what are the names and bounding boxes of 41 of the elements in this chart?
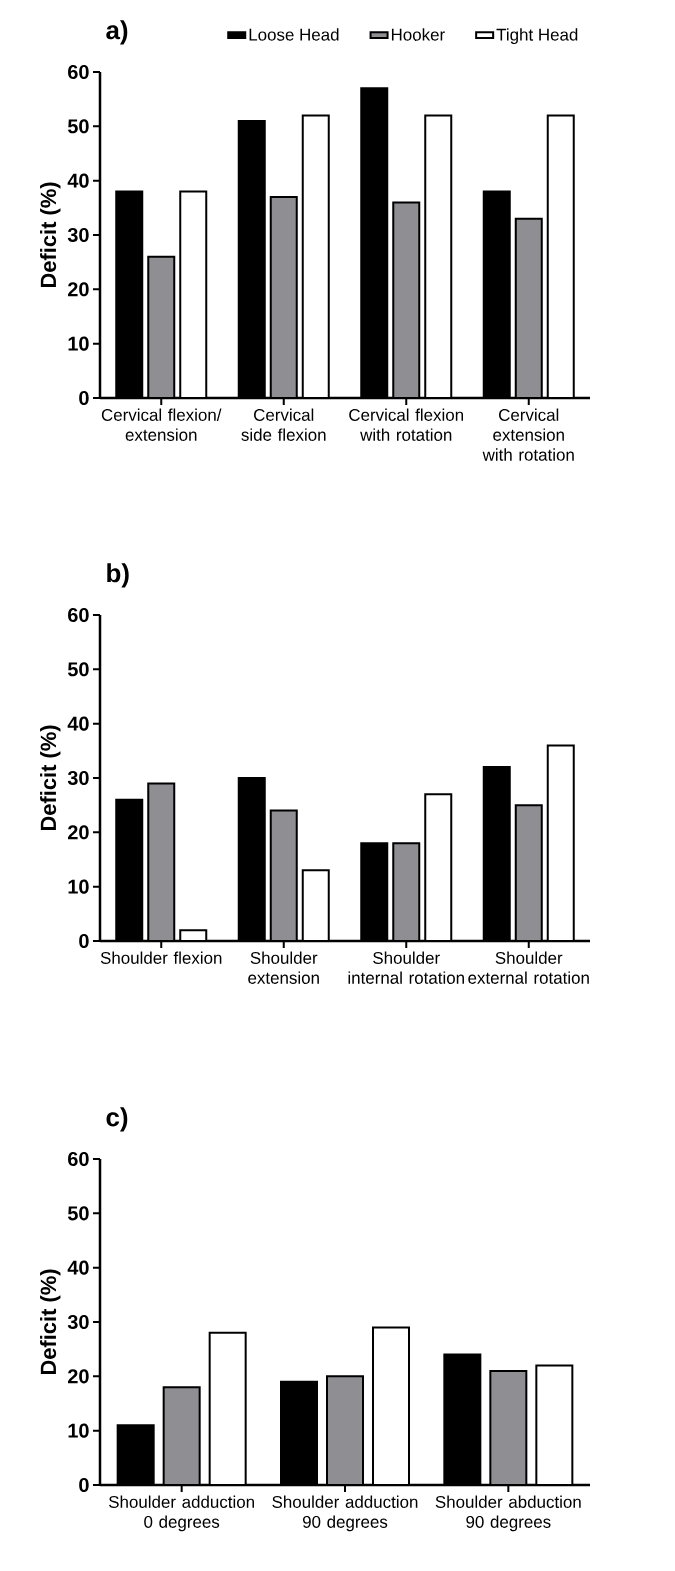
x-tick-label: Shoulder adduction 90 degrees	[272, 1495, 418, 1532]
y-tick-label: 50	[67, 119, 89, 134]
y-tick-label: 20	[68, 825, 89, 840]
x-tick-label: Cervical side flexion	[241, 408, 326, 441]
x-tick-label: Shoulder abduction 90 degrees	[435, 1495, 581, 1532]
y-tick-label: 40	[67, 173, 89, 188]
y-tick-label: 20	[68, 1369, 89, 1384]
legend-label: Hooker	[391, 28, 445, 41]
x-tick-label: Cervical flexion with rotation	[349, 408, 463, 441]
y-tick-label: 50	[67, 1206, 89, 1221]
x-tick-label: Cervical extension with rotation	[482, 408, 574, 461]
y-tick-label: 0	[79, 390, 89, 406]
y-tick-label: 10	[68, 336, 89, 351]
x-tick-label: Shoulder external rotation	[468, 951, 589, 984]
y-tick-label: 20	[68, 282, 89, 297]
x-tick-label: Shoulder flexion	[100, 951, 222, 964]
y-axis-title: Deficit (%)	[40, 725, 61, 831]
y-tick-label: 40	[67, 1260, 89, 1275]
x-tick-label: Shoulder adduction 0 degrees	[108, 1495, 254, 1532]
y-tick-label: 60	[68, 1151, 89, 1167]
legend-label: Loose Head	[249, 28, 339, 41]
x-tick-label: Shoulder internal rotation	[348, 951, 464, 984]
y-tick-label: 60	[68, 607, 89, 623]
y-tick-label: 0	[79, 1477, 89, 1493]
y-tick-label: 30	[67, 227, 89, 243]
y-tick-label: 50	[67, 662, 89, 677]
y-tick-label: 30	[67, 1314, 89, 1330]
y-tick-label: 40	[67, 716, 89, 731]
x-tick-label: Cervical flexion/ extension	[101, 408, 222, 441]
y-axis-title: Deficit (%)	[40, 182, 61, 288]
y-tick-label: 30	[67, 770, 89, 786]
chart-title: a)	[106, 20, 128, 45]
legend-label: Tight Head	[496, 28, 578, 45]
x-tick-label: Shoulder extension	[248, 951, 319, 984]
chart-title: c)	[106, 1107, 128, 1132]
chart-title: b)	[107, 563, 129, 588]
y-tick-label: 0	[79, 933, 89, 949]
y-tick-label: 60	[68, 64, 89, 80]
y-tick-label: 10	[68, 879, 89, 894]
y-axis-title: Deficit (%)	[40, 1269, 61, 1375]
y-tick-label: 10	[68, 1423, 89, 1438]
